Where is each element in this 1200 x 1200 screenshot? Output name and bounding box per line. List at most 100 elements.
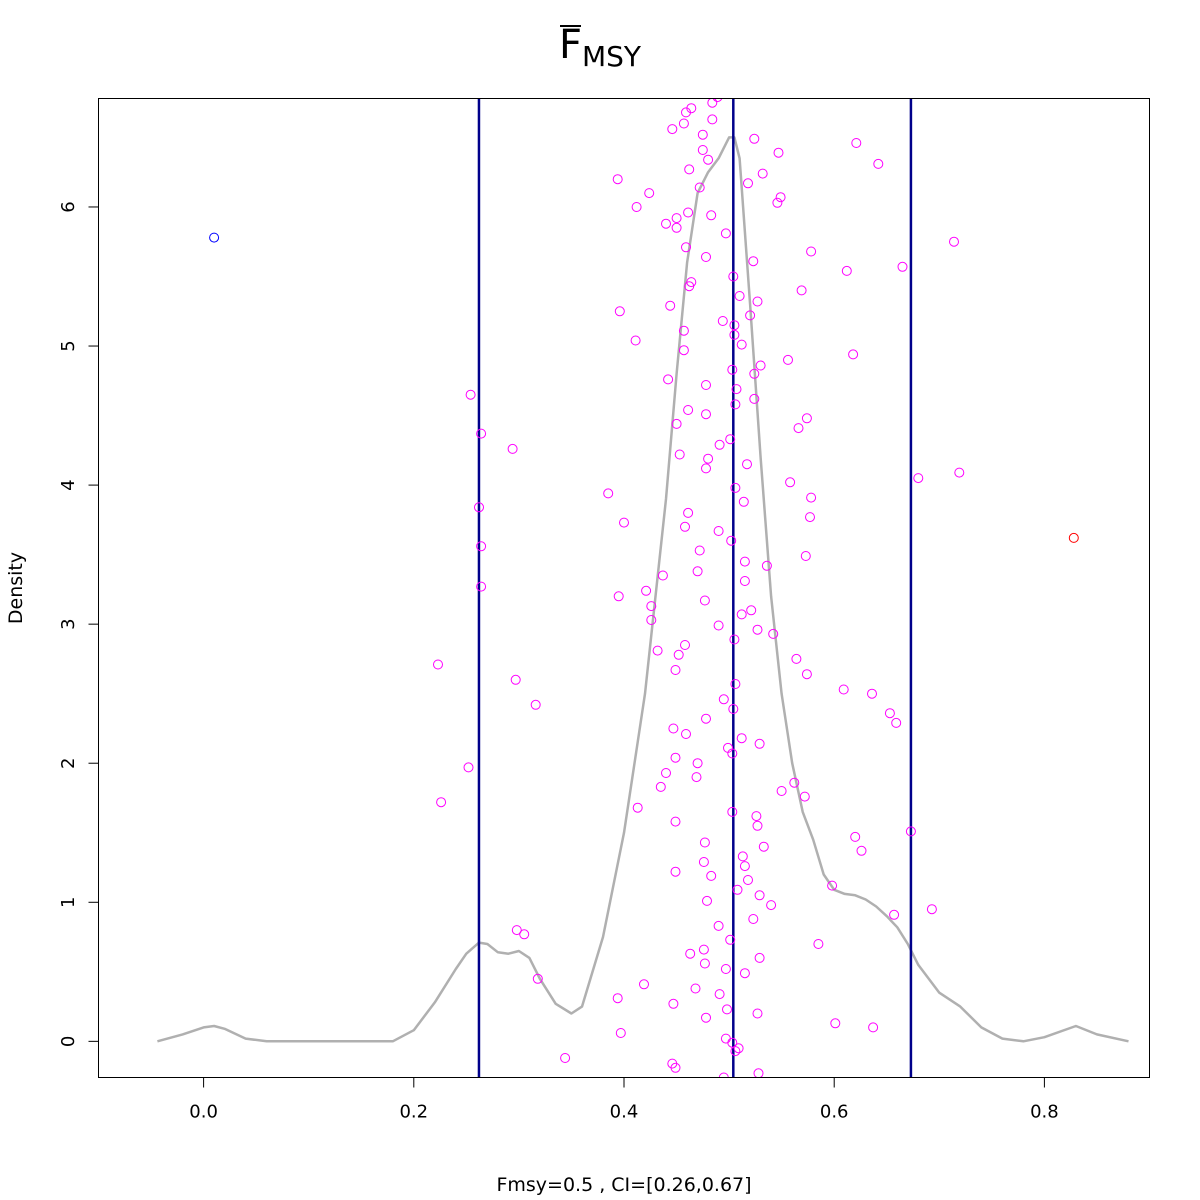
y-tick-label: 1 (58, 897, 79, 908)
data-point (668, 998, 679, 1009)
data-point (733, 1043, 744, 1054)
data-point (729, 320, 740, 331)
data-point (644, 188, 655, 199)
data-point (728, 704, 739, 714)
data-point (706, 210, 717, 221)
data-point (730, 482, 741, 493)
data-point (791, 653, 802, 664)
data-point (476, 541, 487, 552)
y-tick-label: 3 (58, 618, 79, 629)
data-point (703, 453, 714, 464)
data-point (751, 811, 762, 822)
data-point (655, 781, 666, 792)
x-axis-label: Fmsy=0.5 , CI=[0.26,0.67] (496, 1174, 752, 1196)
data-point (701, 409, 711, 420)
data-point (694, 545, 705, 556)
data-point (631, 202, 642, 212)
data-point (720, 228, 731, 239)
data-point (768, 628, 779, 639)
data-point (718, 694, 729, 705)
data-point (665, 300, 676, 311)
data-point (690, 983, 701, 994)
data-point (532, 973, 543, 984)
data-point (692, 758, 703, 769)
data-point (775, 192, 786, 203)
data-point (725, 934, 736, 945)
data-point (668, 723, 679, 734)
data-point (785, 477, 796, 488)
data-point (772, 197, 783, 208)
data-point (641, 585, 652, 596)
data-point (806, 492, 817, 503)
data-point (707, 114, 718, 125)
data-point (507, 443, 518, 454)
data-point (736, 339, 747, 350)
data-point (661, 768, 671, 778)
data-point (433, 659, 443, 670)
data-point (701, 252, 711, 262)
data-point (678, 325, 689, 336)
data-point (745, 310, 756, 321)
data-point (850, 831, 861, 842)
data-point (753, 1068, 764, 1078)
data-point (671, 213, 682, 224)
data-point (639, 979, 649, 990)
data-point (729, 329, 740, 340)
x-tick-label: 0.4 (610, 1102, 639, 1123)
data-point (646, 601, 657, 612)
data-point (851, 138, 862, 148)
data-point (755, 360, 766, 371)
data-point (752, 1008, 763, 1019)
data-point (697, 145, 708, 155)
data-point (743, 178, 753, 189)
data-point (699, 595, 710, 606)
data-point (680, 640, 690, 650)
data-point (680, 521, 690, 532)
data-point (510, 674, 521, 685)
data-point (873, 158, 884, 169)
data-point (699, 837, 710, 848)
data-point (727, 748, 738, 759)
data-point (754, 952, 765, 963)
data-point (800, 551, 811, 561)
data-point (671, 418, 682, 429)
data-point (519, 929, 530, 940)
data-point (891, 717, 902, 728)
data-point (686, 103, 697, 114)
data-point (913, 473, 924, 484)
data-point (752, 820, 763, 831)
data-point (714, 989, 725, 1000)
data-point (805, 512, 815, 523)
data-point (720, 964, 731, 974)
x-tick-label: 0.0 (189, 1102, 218, 1123)
data-point (697, 129, 708, 140)
data-point (667, 124, 678, 135)
data-point (436, 797, 447, 808)
data-point (678, 345, 689, 356)
data-point (1068, 532, 1079, 543)
data-point (728, 271, 739, 282)
data-point (729, 634, 740, 645)
data-point (612, 174, 623, 185)
data-point (801, 413, 812, 424)
data-point (684, 164, 695, 175)
data-point (848, 349, 859, 360)
data-point (474, 502, 484, 513)
data-point (757, 168, 768, 179)
data-point (683, 207, 694, 218)
data-point (949, 236, 959, 247)
chart-title-base: F (558, 22, 582, 68)
data-point (827, 880, 838, 891)
data-point (720, 1033, 731, 1044)
data-point (752, 624, 763, 635)
data-point (619, 517, 629, 528)
data-point (670, 1062, 681, 1073)
data-point (806, 246, 817, 257)
chart-title-subscript: MSY (581, 40, 642, 73)
data-point (717, 316, 728, 326)
data-point (730, 679, 741, 689)
x-tick-label: 0.2 (399, 1102, 428, 1123)
data-point (748, 256, 759, 267)
data-point (670, 665, 681, 675)
